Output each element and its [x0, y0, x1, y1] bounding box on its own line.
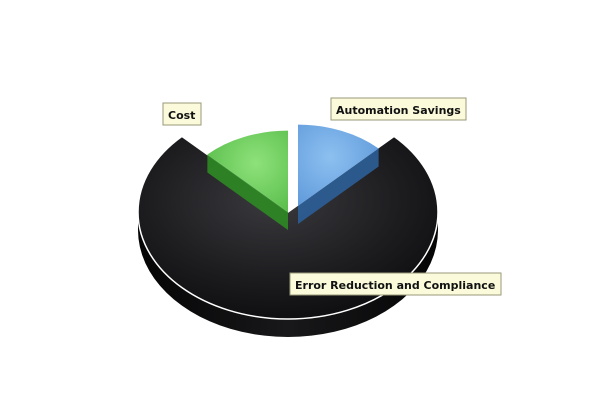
pie-slice-cut-automation-savings — [298, 148, 379, 224]
slice-label-cost: Cost — [162, 102, 202, 126]
pie-slice-cut-cost — [207, 154, 288, 230]
slice-label-text-error-reduction-and-compliance: Error Reduction and Compliance — [295, 279, 495, 292]
pie-slice-cost — [207, 130, 288, 230]
slice-label-box-error-reduction-and-compliance — [289, 272, 502, 296]
pie-slice-automation-savings — [298, 124, 379, 224]
slice-label-box-automation-savings — [330, 97, 467, 121]
slice-label-text-cost: Cost — [168, 109, 195, 122]
slice-label-box-cost — [162, 102, 202, 126]
pie-slice-side-error-reduction-and-compliance — [138, 212, 438, 337]
pie-slice-top-automation-savings — [298, 124, 379, 206]
slice-label-automation-savings: Automation Savings — [330, 97, 467, 121]
slice-label-error-reduction-and-compliance: Error Reduction and Compliance — [289, 272, 502, 296]
pie-slice-top-cost — [207, 130, 288, 212]
slice-label-text-automation-savings: Automation Savings — [336, 104, 461, 117]
